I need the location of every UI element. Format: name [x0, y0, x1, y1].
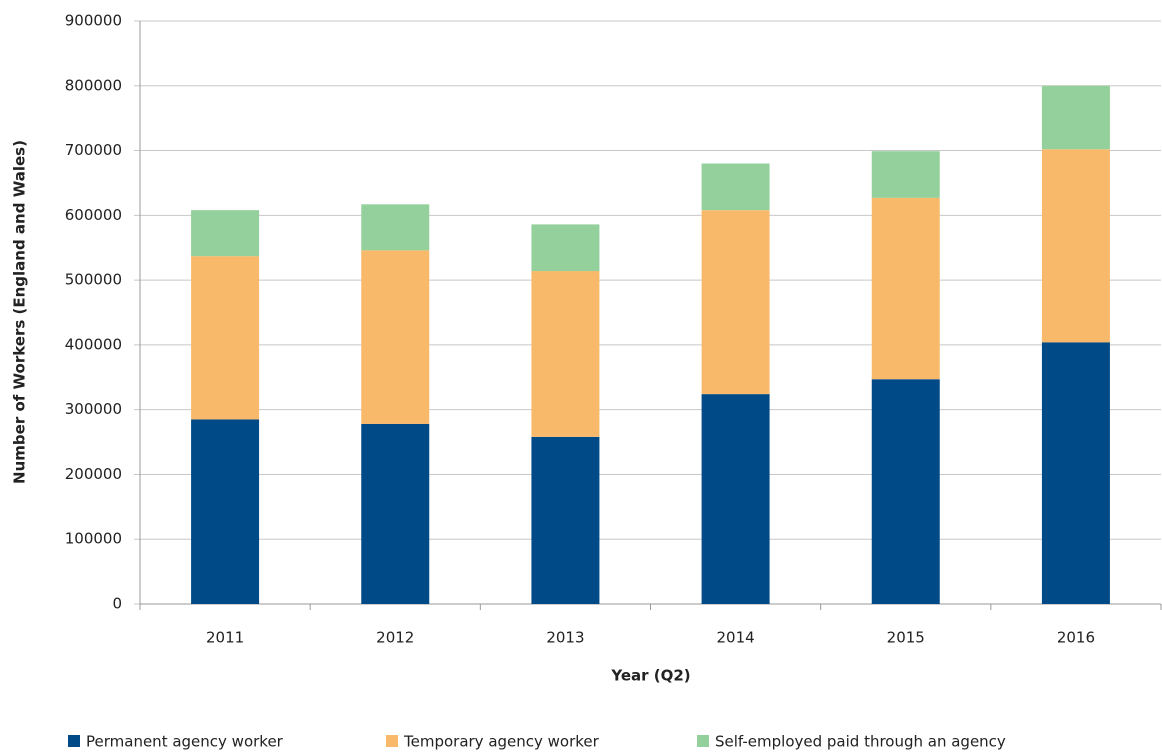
x-tick-label: 2014 [716, 629, 754, 647]
y-tick-label: 700000 [65, 141, 122, 159]
bar-segment [361, 204, 430, 251]
x-tick-label: 2012 [376, 629, 414, 647]
legend-label: Temporary agency worker [403, 733, 600, 751]
legend-label: Permanent agency worker [86, 733, 284, 751]
bar-segment [531, 224, 600, 272]
bar-segment [1041, 85, 1110, 150]
bar-segment [361, 250, 430, 424]
bar-segment [191, 256, 260, 420]
legend-swatch [386, 735, 398, 747]
bar-segment [871, 379, 940, 604]
legend-swatch [697, 735, 709, 747]
bar-segment [701, 394, 770, 604]
bar-segment [1041, 149, 1110, 343]
bar-segment [191, 210, 260, 257]
x-tick-label: 2011 [206, 629, 244, 647]
x-tick-label: 2013 [546, 629, 584, 647]
bar-segment [531, 436, 600, 604]
bar-segment [361, 423, 430, 604]
bar-segment [871, 197, 940, 380]
x-tick-label: 2016 [1057, 629, 1095, 647]
y-tick-label: 900000 [65, 12, 122, 30]
y-tick-label: 800000 [65, 76, 122, 94]
bar-segment [701, 210, 770, 395]
legend-swatch [68, 735, 80, 747]
y-tick-label: 300000 [65, 400, 122, 418]
y-tick-label: 400000 [65, 335, 122, 353]
bar-segment [531, 271, 600, 437]
y-tick-label: 600000 [65, 206, 122, 224]
x-tick-label: 2015 [887, 629, 925, 647]
y-axis-label: Number of Workers (England and Wales) [11, 140, 29, 484]
bar-segment [871, 151, 940, 198]
y-tick-label: 0 [112, 595, 122, 613]
y-tick-label: 200000 [65, 465, 122, 483]
y-tick-label: 100000 [65, 530, 122, 548]
bar-segment [701, 163, 770, 211]
legend-label: Self-employed paid through an agency [715, 733, 1006, 751]
bar-segment [191, 419, 260, 604]
x-axis-label: Year (Q2) [610, 667, 690, 685]
bar-segment [1041, 342, 1110, 604]
y-tick-label: 500000 [65, 271, 122, 289]
